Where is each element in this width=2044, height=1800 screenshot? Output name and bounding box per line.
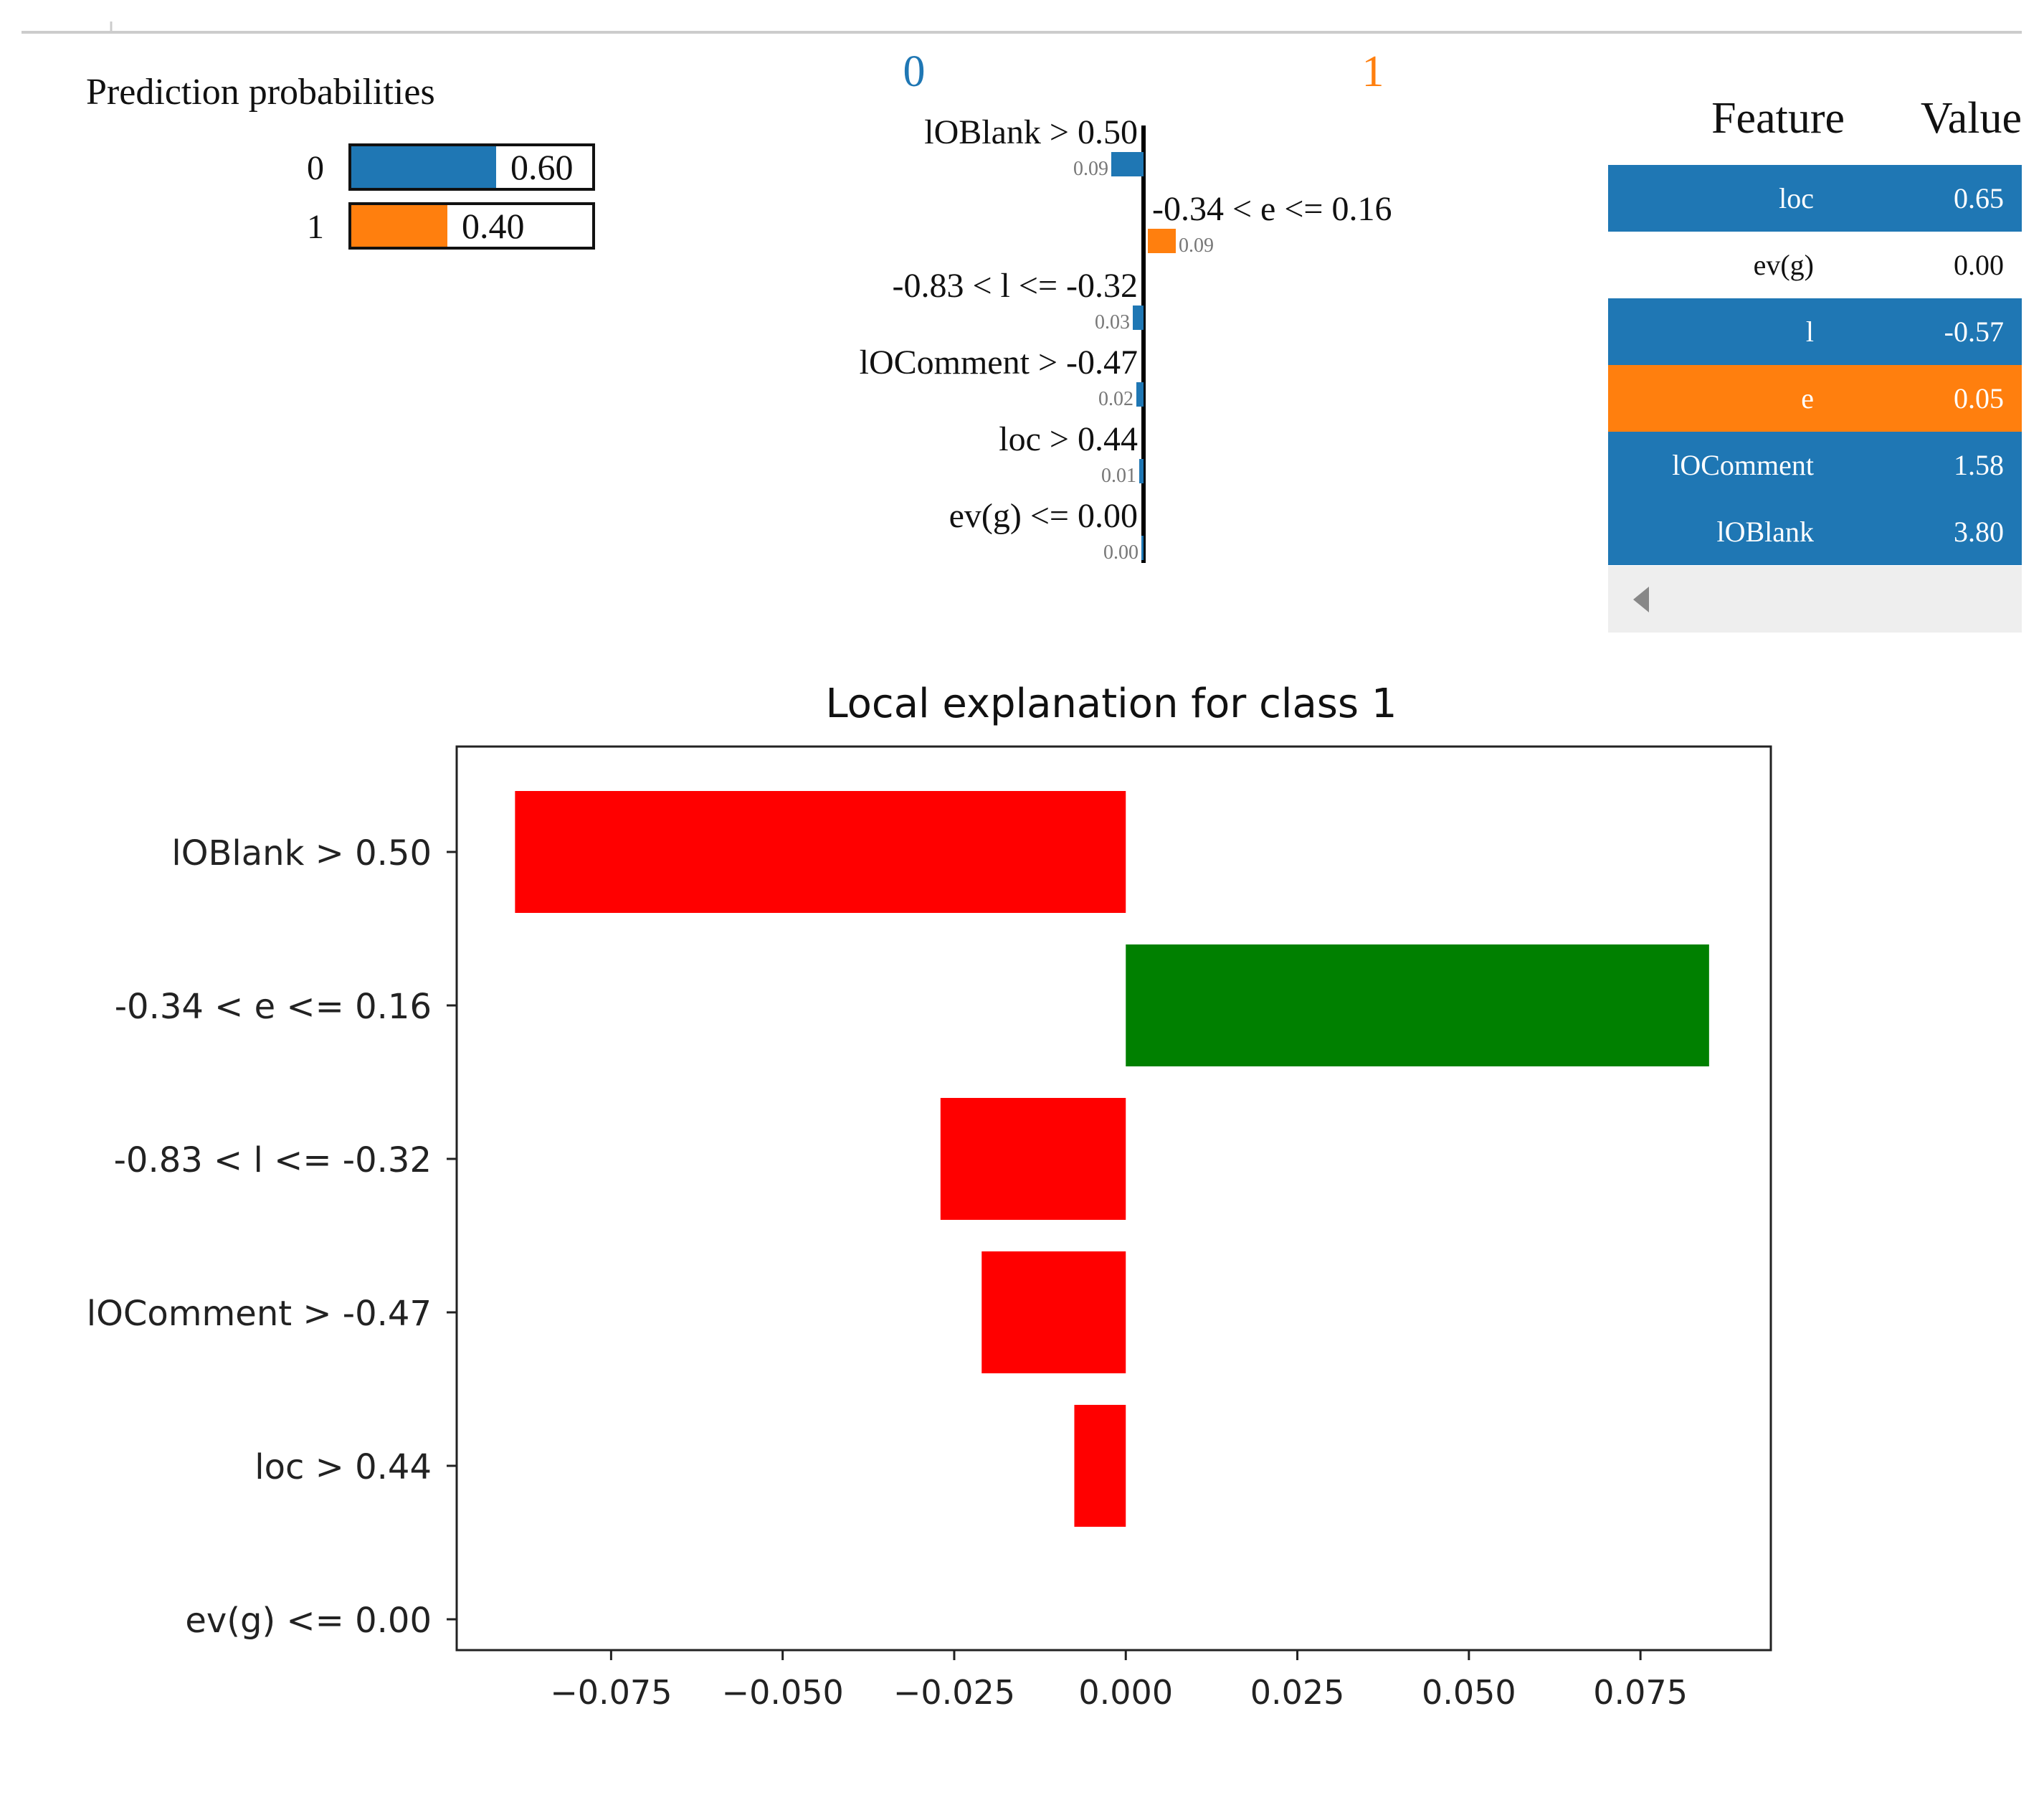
lime-bar bbox=[1139, 459, 1144, 483]
lime-bar bbox=[1141, 536, 1144, 560]
x-tick-label: 0.050 bbox=[1422, 1673, 1516, 1712]
probability-rows: 0 0.60 1 0.40 bbox=[307, 143, 595, 250]
chart-bars bbox=[515, 791, 1709, 1527]
header-feature: Feature bbox=[1711, 93, 1845, 143]
feature-name: loc bbox=[1779, 182, 1814, 214]
feature-value-table: Feature Value loc 0.65 ev(g) 0.00 l -0.57 e 0.0… bbox=[1608, 72, 2022, 565]
lime-bar bbox=[1133, 305, 1144, 330]
feature-value: 0.00 bbox=[1954, 249, 2004, 281]
y-axis-labels: lOBlank > 0.50 -0.34 < e <= 0.16 -0.83 < l… bbox=[87, 833, 457, 1641]
table-row: lOComment 1.58 bbox=[1608, 432, 2022, 498]
lime-weight: 0.09 bbox=[1073, 158, 1108, 180]
table-row: l -0.57 bbox=[1608, 298, 2022, 365]
lime-bar bbox=[1111, 152, 1144, 176]
table-horizontal-scrollbar[interactable] bbox=[1608, 566, 2022, 633]
x-tick-label: −0.025 bbox=[893, 1673, 1015, 1712]
probability-bar-fill bbox=[350, 145, 496, 189]
top-panel: Prediction probabilities 0 0.601 0.40 0 1 … bbox=[22, 22, 2022, 564]
x-tick-label: −0.075 bbox=[550, 1673, 672, 1712]
feature-value: 1.58 bbox=[1954, 449, 2004, 481]
x-tick-label: 0.075 bbox=[1593, 1673, 1688, 1712]
lime-feature-label: -0.34 < e <= 0.16 bbox=[1152, 190, 1392, 228]
feature-value: -0.57 bbox=[1944, 316, 2004, 348]
lime-weight: 0.00 bbox=[1103, 541, 1139, 564]
lime-feature-label: lOComment > -0.47 bbox=[860, 344, 1138, 382]
x-tick-label: −0.050 bbox=[722, 1673, 844, 1712]
probability-class-label: 1 bbox=[307, 208, 324, 246]
lime-bar bbox=[1136, 382, 1144, 407]
lime-weight: 0.02 bbox=[1098, 388, 1133, 410]
chart-bar bbox=[515, 791, 1126, 913]
class-0-label: 0 bbox=[903, 47, 926, 96]
probability-bar-fill bbox=[350, 204, 447, 248]
lime-bars: lOBlank > 0.50 0.09 -0.34 < e <= 0.16 0.09 -… bbox=[860, 113, 1392, 564]
table-body: loc 0.65 ev(g) 0.00 l -0.57 e 0.05 lOComment 1.58… bbox=[1608, 165, 2022, 565]
probability-bar-frame bbox=[348, 143, 595, 191]
chart-bar bbox=[981, 1251, 1126, 1373]
scroll-left-arrow-icon[interactable] bbox=[1633, 587, 1649, 612]
header-value: Value bbox=[1920, 93, 2022, 143]
table-row: e 0.05 bbox=[1608, 365, 2022, 432]
lime-weight: 0.03 bbox=[1095, 311, 1130, 333]
probability-value: 0.40 bbox=[462, 206, 525, 246]
feature-value: 3.80 bbox=[1954, 516, 2004, 548]
lime-feature-label: -0.83 < l <= -0.32 bbox=[892, 267, 1138, 305]
y-tick-label: lOBlank > 0.50 bbox=[171, 833, 432, 873]
y-tick-label: -0.34 < e <= 0.16 bbox=[115, 987, 432, 1027]
probability-bar-frame bbox=[348, 202, 595, 250]
x-axis-ticks: −0.075 −0.050 −0.025 0.000 0.025 0.050 0.075 bbox=[550, 1650, 1688, 1712]
table-row: ev(g) 0.00 bbox=[1608, 232, 2022, 298]
feature-name: lOComment bbox=[1672, 449, 1814, 481]
table-row: lOBlank 3.80 bbox=[1608, 498, 2022, 565]
y-tick-label: ev(g) <= 0.00 bbox=[185, 1601, 432, 1641]
y-tick-label: lOComment > -0.47 bbox=[87, 1294, 432, 1334]
chart-bar bbox=[1074, 1405, 1126, 1527]
feature-name: lOBlank bbox=[1716, 516, 1814, 548]
chart-bar bbox=[1126, 944, 1709, 1066]
lime-feature-label: loc > 0.44 bbox=[999, 420, 1138, 458]
feature-name: ev(g) bbox=[1753, 249, 1814, 281]
plot-frame bbox=[455, 745, 1772, 1652]
local-explanation-chart: Local explanation for class 1 lOBlank > … bbox=[87, 681, 1772, 1712]
prediction-probabilities-title: Prediction probabilities bbox=[86, 72, 435, 113]
feature-name: e bbox=[1801, 382, 1814, 415]
chart-title: Local explanation for class 1 bbox=[825, 681, 1397, 727]
probability-value: 0.60 bbox=[510, 147, 574, 187]
chart-bar bbox=[940, 1098, 1126, 1220]
probability-class-label: 0 bbox=[307, 149, 324, 187]
lime-weight: 0.01 bbox=[1101, 465, 1136, 487]
lime-bar bbox=[1148, 229, 1176, 253]
lime-feature-label: ev(g) <= 0.00 bbox=[949, 497, 1138, 535]
lime-weight: 0.09 bbox=[1179, 235, 1214, 257]
feature-name: l bbox=[1805, 316, 1814, 348]
table-row: loc 0.65 bbox=[1608, 165, 2022, 232]
x-tick-label: 0.000 bbox=[1078, 1673, 1173, 1712]
y-tick-label: loc > 0.44 bbox=[255, 1447, 432, 1487]
feature-value: 0.05 bbox=[1954, 382, 2004, 415]
feature-value: 0.65 bbox=[1954, 182, 2004, 214]
class-1-label: 1 bbox=[1362, 47, 1384, 96]
y-tick-label: -0.83 < l <= -0.32 bbox=[114, 1140, 432, 1180]
table-header: Feature Value bbox=[1608, 72, 2022, 165]
x-tick-label: 0.025 bbox=[1250, 1673, 1345, 1712]
lime-feature-label: lOBlank > 0.50 bbox=[924, 113, 1138, 151]
